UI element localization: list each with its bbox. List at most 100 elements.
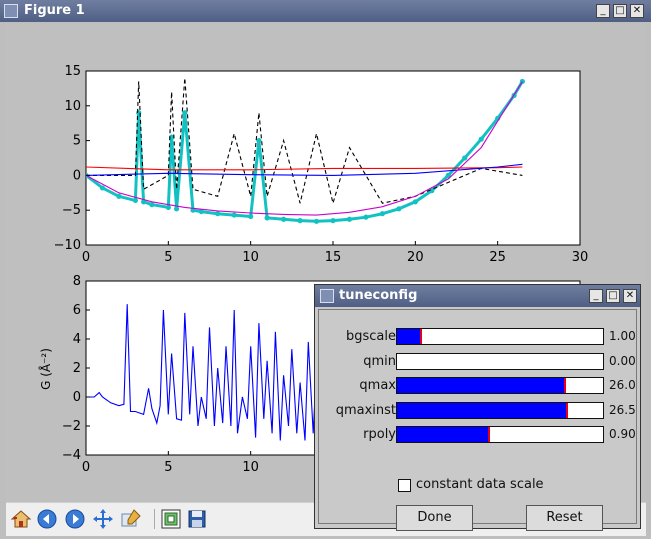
slider-value: 26.0 — [609, 378, 636, 392]
y-tick-label: 5 — [73, 134, 81, 149]
dialog-close-icon[interactable]: ✕ — [623, 289, 637, 303]
slider-value: 26.5 — [609, 403, 636, 417]
y-tick-label: 15 — [64, 64, 81, 79]
x-tick-label: 30 — [572, 250, 589, 265]
data-point — [462, 155, 468, 161]
series-line-3 — [86, 163, 523, 176]
y-tick-label: −2 — [62, 419, 81, 434]
zoom-icon[interactable] — [120, 508, 142, 530]
top-axes-ticks: 0 5 10 15 20 25 30 15 10 5 0 −5 −10 — [54, 64, 589, 265]
save-icon[interactable] — [186, 508, 208, 530]
top-plot-lines — [86, 77, 525, 224]
slider-label: qmin — [363, 354, 396, 369]
close-icon[interactable]: ✕ — [630, 4, 644, 18]
x-tick-label: 0 — [82, 250, 90, 265]
reset-button[interactable]: Reset — [526, 505, 603, 531]
data-point — [396, 206, 402, 212]
series-line-1 — [86, 77, 523, 206]
slider-label: qmaxinst — [335, 403, 396, 418]
constant-data-scale-checkbox[interactable] — [398, 479, 411, 492]
slider-row-rpoly: rpoly 0.90 — [319, 426, 638, 444]
y-tick-label: −10 — [54, 238, 81, 253]
slider-row-qmax: qmax 26.0 — [319, 377, 638, 395]
y-tick-label: 4 — [73, 332, 81, 347]
qmaxinst-slider[interactable] — [396, 402, 604, 419]
qmin-slider[interactable] — [396, 353, 604, 370]
dialog-title: tuneconfig — [339, 288, 418, 303]
data-point — [281, 216, 287, 222]
y-tick-label: −5 — [62, 203, 81, 218]
data-point — [363, 214, 369, 220]
slider-fill — [397, 403, 568, 418]
x-tick-label: 5 — [164, 460, 172, 475]
series-line-2 — [86, 166, 523, 171]
series-line-0 — [86, 304, 321, 444]
forward-icon[interactable] — [64, 508, 86, 530]
window-icon — [4, 4, 18, 18]
bottom-plot-lines — [86, 304, 321, 444]
data-point — [231, 212, 237, 218]
slider-row-bgscale: bgscale 1.00 — [319, 328, 638, 346]
series-line-4 — [86, 81, 523, 216]
constant-data-scale-label[interactable]: constant data scale — [416, 477, 544, 492]
slider-value: 0.00 — [609, 354, 636, 368]
data-point — [149, 202, 155, 208]
data-point — [297, 218, 303, 224]
data-point — [429, 188, 435, 194]
back-icon[interactable] — [36, 508, 58, 530]
slider-row-qmin: qmin 0.00 — [319, 353, 638, 371]
dialog-minimize-icon[interactable]: _ — [589, 289, 603, 303]
data-point — [198, 208, 204, 215]
dialog-maximize-icon[interactable]: □ — [606, 289, 620, 303]
data-point — [412, 199, 418, 205]
data-point — [165, 204, 171, 211]
slider-fill — [397, 329, 422, 344]
qmax-slider[interactable] — [396, 377, 604, 394]
pan-icon[interactable] — [92, 508, 114, 530]
slider-row-qmaxinst: qmaxinst 26.5 — [319, 402, 638, 420]
data-point — [379, 211, 385, 217]
data-point — [141, 199, 147, 205]
data-point — [182, 110, 188, 116]
y-tick-label: 6 — [73, 303, 81, 318]
subplots-icon[interactable] — [160, 508, 182, 530]
slider-label: bgscale — [345, 329, 396, 344]
maximize-icon[interactable]: □ — [613, 4, 627, 18]
top-axes — [85, 70, 581, 246]
toolbar-separator — [154, 509, 155, 529]
home-icon[interactable] — [10, 508, 32, 530]
data-point — [330, 218, 336, 224]
data-point — [173, 206, 180, 212]
x-tick-label: 25 — [489, 250, 506, 265]
data-point — [256, 138, 262, 144]
slider-fill — [397, 378, 566, 393]
slider-value: 1.00 — [609, 329, 636, 343]
x-tick-label: 10 — [242, 460, 259, 475]
slider-fill — [397, 427, 490, 442]
data-point — [215, 211, 221, 217]
done-button[interactable]: Done — [396, 505, 473, 531]
data-point — [99, 185, 106, 191]
x-tick-label: 5 — [164, 250, 172, 265]
y-tick-label: 2 — [73, 361, 81, 376]
rpoly-slider[interactable] — [396, 426, 604, 443]
data-point — [248, 213, 254, 220]
window-titlebar[interactable]: Figure 1 _ □ ✕ — [0, 0, 651, 22]
x-tick-label: 0 — [82, 460, 90, 475]
slider-label: rpoly — [363, 427, 396, 442]
y-tick-label: 8 — [73, 274, 81, 289]
x-tick-label: 10 — [242, 250, 259, 265]
data-point — [346, 216, 353, 222]
data-point — [116, 193, 122, 199]
y-tick-label: 10 — [64, 99, 81, 114]
data-point — [169, 134, 175, 140]
x-tick-label: 20 — [407, 250, 424, 265]
minimize-icon[interactable]: _ — [596, 4, 610, 18]
bgscale-slider[interactable] — [396, 328, 604, 345]
dialog-titlebar[interactable]: tuneconfig _ □ ✕ — [315, 285, 640, 307]
window-title: Figure 1 — [24, 3, 85, 18]
bottom-axes-ticks: 0 5 10 8 6 4 2 0 −2 −4 — [62, 274, 259, 475]
y-tick-label: −4 — [62, 448, 81, 463]
dialog-window-icon — [320, 289, 334, 303]
